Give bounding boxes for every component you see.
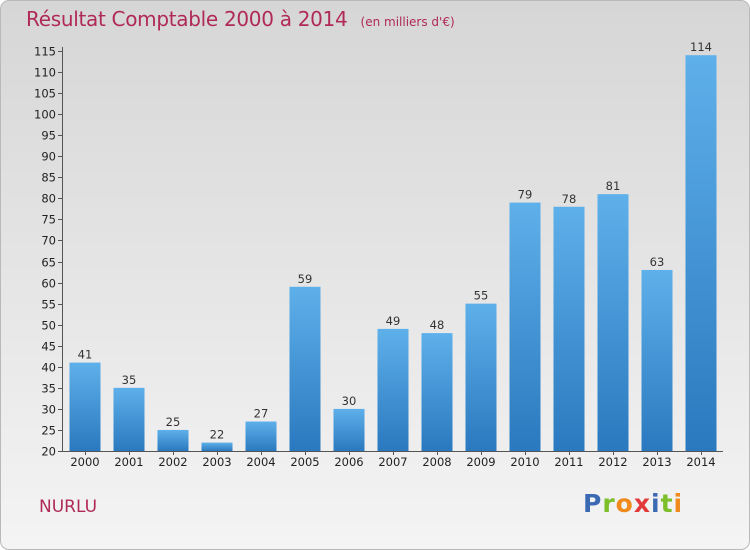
bar-2003 [201, 442, 233, 451]
y-tick-label: 115 [34, 45, 56, 59]
data-label-2012: 81 [606, 179, 621, 193]
x-tick-label-2011: 2011 [554, 455, 583, 469]
y-tick-label: 70 [41, 234, 56, 248]
y-tick-label: 30 [41, 403, 56, 417]
x-tick-label-2000: 2000 [70, 455, 99, 469]
bar-2010 [509, 202, 541, 451]
logo-letter: x [633, 489, 651, 518]
chart-title-unit: (en milliers d'€) [360, 15, 455, 29]
data-label-2013: 63 [650, 255, 665, 269]
bar-series: 41 35 25 22 27 59 30 49 48 55 79 78 81 63 114 [69, 40, 717, 452]
bar-2014 [685, 55, 717, 452]
x-tick-label-2012: 2012 [598, 455, 627, 469]
bar-2005 [289, 286, 321, 451]
x-tick-label-2007: 2007 [378, 455, 407, 469]
data-label-2001: 35 [122, 373, 137, 387]
bar-2000 [69, 362, 101, 451]
bar-2006 [333, 408, 365, 451]
logo-letter: r [602, 489, 616, 518]
data-label-2011: 78 [562, 192, 577, 206]
bar-2011 [553, 206, 585, 451]
y-tick-label: 90 [41, 150, 56, 164]
data-label-2000: 41 [78, 348, 93, 362]
x-tick-label-2008: 2008 [422, 455, 451, 469]
y-tick-label: 35 [41, 382, 56, 396]
x-tick-label-2014: 2014 [686, 455, 715, 469]
y-tick-label: 75 [41, 213, 56, 227]
y-tick-label: 20 [41, 445, 56, 459]
x-tick-label-2004: 2004 [246, 455, 275, 469]
y-tick-label: 100 [34, 108, 56, 122]
commune-name: NURLU [39, 497, 98, 517]
logo-letter: P [583, 489, 603, 518]
y-tick-label: 45 [41, 340, 56, 354]
data-label-2009: 55 [474, 289, 489, 303]
y-axis: 20 25 30 35 40 45 50 55 60 65 70 75 80 85 90 95 100 105 11… [34, 45, 63, 459]
chart-title-main: Résultat Comptable 2000 à 2014 [26, 7, 348, 31]
data-label-2003: 22 [210, 428, 225, 442]
y-tick-label: 105 [34, 87, 56, 101]
bar-2002 [157, 429, 189, 451]
data-label-2008: 48 [430, 318, 445, 332]
logo-letter: i [673, 489, 684, 518]
x-tick-label-2006: 2006 [334, 455, 363, 469]
bar-2008 [421, 333, 453, 451]
bar-2013 [641, 269, 673, 451]
y-tick-label: 65 [41, 256, 56, 270]
y-tick-label: 110 [34, 66, 56, 80]
data-label-2005: 59 [298, 272, 313, 286]
x-tick-label-2009: 2009 [466, 455, 495, 469]
x-tick-label-2005: 2005 [290, 455, 319, 469]
y-tick-label: 55 [41, 298, 56, 312]
proxiti-logo[interactable]: Proxiti [583, 489, 683, 518]
x-axis: 2000 2001 2002 2003 2004 2005 2006 2007 2008 2009… [62, 451, 723, 469]
y-tick-label: 80 [41, 192, 56, 206]
logo-letter: t [660, 489, 674, 518]
y-tick-label: 25 [41, 424, 56, 438]
data-label-2007: 49 [386, 314, 401, 328]
data-label-2002: 25 [166, 415, 181, 429]
y-tick-label: 50 [41, 319, 56, 333]
x-tick-label-2013: 2013 [642, 455, 671, 469]
data-label-2014: 114 [690, 40, 712, 54]
x-tick-label-2002: 2002 [158, 455, 187, 469]
data-label-2004: 27 [254, 407, 269, 421]
y-tick-label: 40 [41, 361, 56, 375]
bar-2012 [597, 194, 629, 451]
y-tick-label: 60 [41, 277, 56, 291]
x-tick-label-2010: 2010 [510, 455, 539, 469]
data-label-2010: 79 [518, 188, 533, 202]
y-tick-label: 85 [41, 171, 56, 185]
bar-2007 [377, 328, 409, 451]
x-tick-label-2003: 2003 [202, 455, 231, 469]
y-tick-label: 95 [41, 129, 56, 143]
x-tick-label-2001: 2001 [114, 455, 143, 469]
chart-title: Résultat Comptable 2000 à 2014 (en milli… [26, 7, 455, 31]
bar-2009 [465, 303, 497, 451]
data-label-2006: 30 [342, 394, 357, 408]
logo-letter: o [615, 489, 634, 518]
bar-2001 [113, 387, 145, 451]
bar-2004 [245, 421, 277, 451]
logo-letter: i [651, 489, 661, 518]
